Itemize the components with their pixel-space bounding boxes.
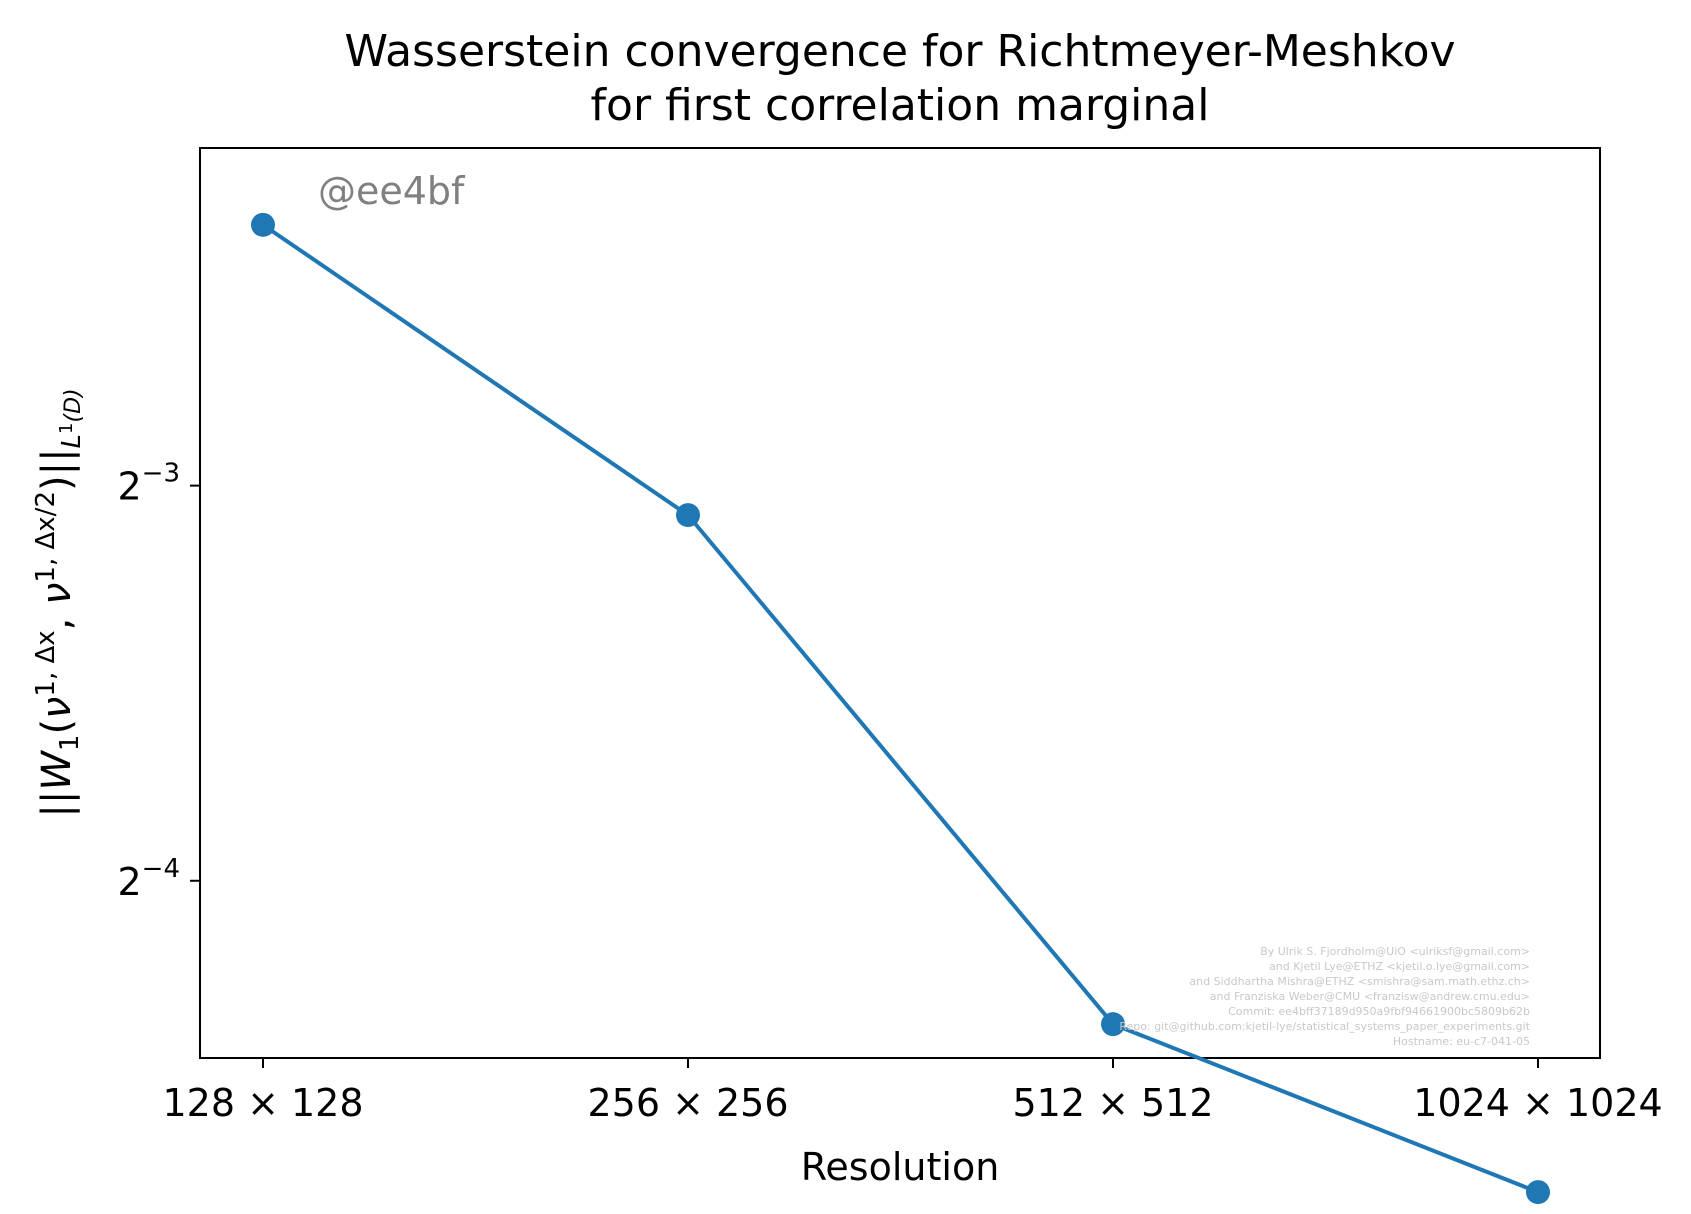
x-tick-label: 128 × 128 — [162, 1081, 363, 1125]
x-axis-label: Resolution — [801, 1145, 1000, 1189]
x-axis: 128 × 128 256 × 256 512 × 512 1024 × 1024 — [162, 1058, 1663, 1125]
chart-title: Wasserstein convergence for Richtmeyer-M… — [344, 26, 1455, 77]
credits-line: By Ulrik S. Fjordholm@UiO <ulriksf@gmail… — [1260, 945, 1530, 958]
credits-line: and Franziska Weber@CMU <franzisw@andrew… — [1210, 990, 1530, 1003]
y-tick-label: 2−3 — [117, 459, 180, 509]
x-tick-label: 512 × 512 — [1012, 1081, 1213, 1125]
credits-line: Repo: git@github.com:kjetil-lye/statisti… — [1119, 1020, 1530, 1033]
x-tick-label: 1024 × 1024 — [1413, 1081, 1662, 1125]
x-tick-label: 256 × 256 — [587, 1081, 788, 1125]
credits-line: and Siddhartha Mishra@ETHZ <smishra@sam.… — [1189, 975, 1530, 988]
credits-line: Hostname: eu-c7-041-05 — [1393, 1035, 1530, 1048]
data-point — [251, 212, 275, 237]
credits-block: By Ulrik S. Fjordholm@UiO <ulriksf@gmail… — [1119, 945, 1530, 1048]
series-layer — [251, 212, 1550, 1205]
data-point — [1101, 1012, 1125, 1037]
data-point — [1526, 1180, 1550, 1205]
y-axis-label: ||W1(ν1, Δx, ν1, Δx/2)||L1(D) — [31, 388, 87, 817]
credits-line: Commit: ee4bff37189d950a9fbf94661900bc58… — [1228, 1005, 1530, 1018]
credits-line: and Kjetil Lye@ETHZ <kjetil.o.lye@gmail.… — [1269, 960, 1530, 973]
y-tick-label: 2−4 — [117, 854, 180, 904]
plot-frame — [199, 147, 1601, 1059]
watermark: @ee4bf — [318, 169, 466, 213]
chart-subtitle: for first correlation marginal — [591, 80, 1210, 131]
data-point — [676, 503, 700, 528]
series-line — [261, 223, 1539, 1194]
y-axis: 2−3 2−4 — [117, 459, 200, 904]
